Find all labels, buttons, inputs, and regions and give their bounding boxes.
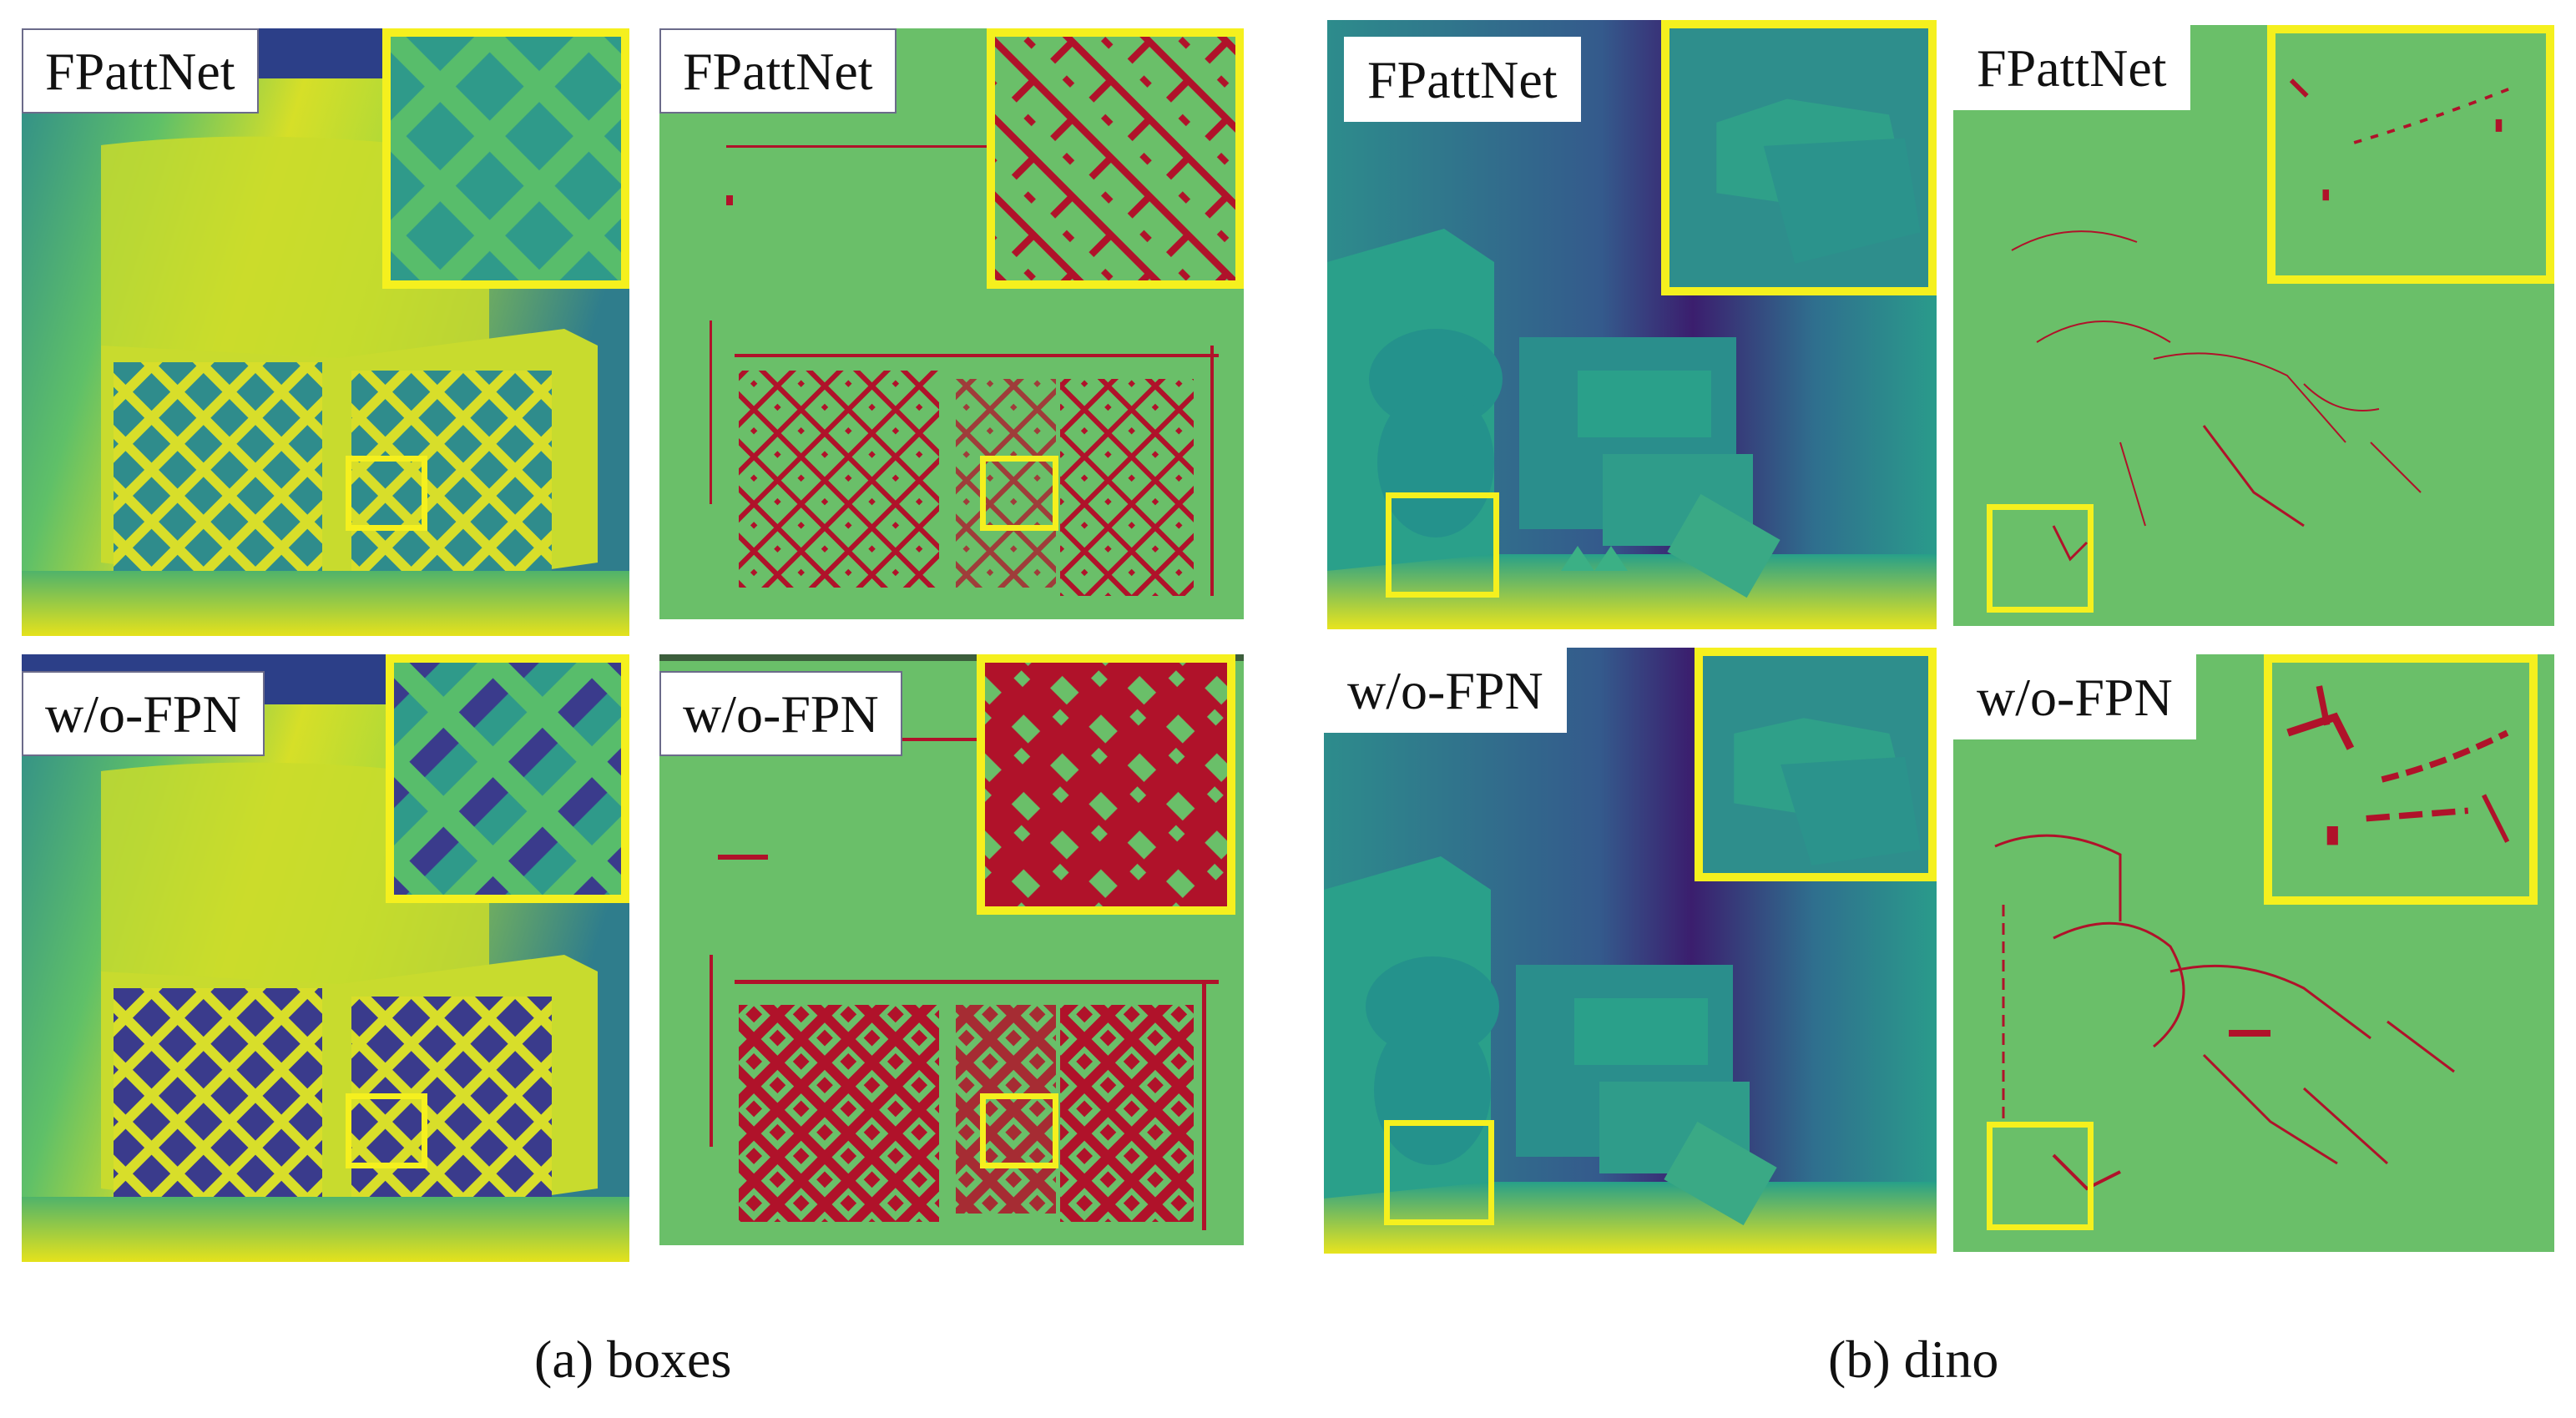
method-label: w/o-FPN: [1953, 654, 2196, 739]
zoom-inset: [2264, 654, 2538, 905]
roi-box: [980, 456, 1058, 531]
boxes-wofpn-error-panel: w/o-FPN: [659, 654, 1244, 1245]
zoom-inset: [1695, 648, 1937, 881]
dino-wofpn-error-panel: w/o-FPN: [1953, 654, 2554, 1252]
zoom-inset: [386, 654, 629, 903]
roi-box: [346, 1093, 427, 1168]
boxes-fpattnet-depth-panel: FPattNet: [22, 28, 629, 636]
zoom-inset: [1661, 20, 1937, 295]
roi-box: [346, 456, 427, 531]
caption-boxes: (a) boxes: [534, 1330, 732, 1389]
method-label: FPattNet: [1344, 37, 1581, 122]
dino-fpattnet-error-panel: FPattNet: [1953, 25, 2554, 626]
zoom-inset: [2267, 25, 2554, 284]
method-label: w/o-FPN: [659, 671, 902, 756]
roi-box: [1386, 492, 1499, 598]
caption-dino: (b) dino: [1828, 1330, 1999, 1389]
method-label: FPattNet: [659, 28, 897, 114]
roi-box: [1987, 1122, 2094, 1230]
zoom-inset: [987, 28, 1244, 289]
method-label: FPattNet: [1953, 25, 2190, 110]
boxes-fpattnet-error-panel: FPattNet: [659, 28, 1244, 619]
boxes-wofpn-depth-panel: w/o-FPN: [22, 654, 629, 1262]
zoom-inset: [977, 654, 1235, 915]
method-label: FPattNet: [22, 28, 259, 114]
roi-box: [980, 1093, 1058, 1168]
method-label: w/o-FPN: [22, 671, 265, 756]
roi-box: [1384, 1120, 1494, 1225]
zoom-inset: [382, 28, 629, 289]
roi-box: [1987, 504, 2094, 613]
dino-wofpn-depth-panel: w/o-FPN: [1324, 648, 1937, 1254]
method-label: w/o-FPN: [1324, 648, 1567, 733]
dino-fpattnet-depth-panel: FPattNet: [1327, 20, 1937, 629]
